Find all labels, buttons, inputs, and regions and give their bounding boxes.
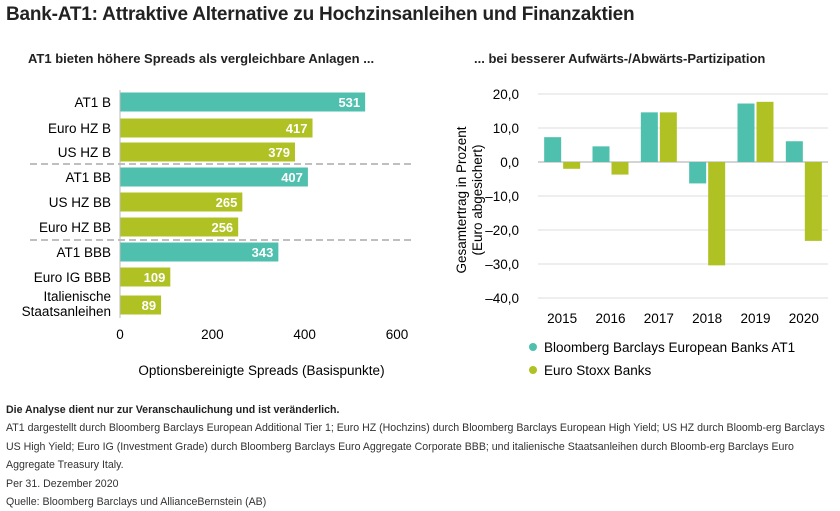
y-tick-label: –10,0 [485, 189, 519, 204]
category-label: Euro HZ B [48, 121, 111, 136]
bar-2020-at1 [785, 141, 803, 162]
y-tick-label: –30,0 [485, 257, 519, 272]
y-tick-label: –40,0 [485, 291, 519, 306]
charts: 531 AT1 B 417 Euro HZ B 379 US HZ B 407 AT1 BB 2… [22, 87, 828, 378]
category-label: Staatsanleihen [22, 304, 111, 319]
bar-us-hz-bb [120, 192, 243, 212]
bar-2018-stoxx [708, 162, 726, 266]
bar-value-label: 417 [286, 121, 308, 136]
category-label: US HZ BB [49, 195, 111, 210]
category-label: AT1 BBB [56, 245, 111, 260]
bar-value-label: 407 [281, 170, 303, 185]
page-title: Bank-AT1: Attraktive Alternative zu Hoch… [6, 4, 635, 25]
category-label: Euro HZ BB [39, 220, 111, 235]
bar-2019-at1 [737, 103, 755, 162]
legend-label: Euro Stoxx Banks [544, 363, 652, 378]
legend-label: Bloomberg Barclays European Banks AT1 [544, 340, 795, 355]
bar-2016-at1 [592, 146, 610, 162]
y-tick-label: 10,0 [493, 121, 519, 136]
footnotes: Die Analyse dient nur zur Veranschaulich… [6, 401, 836, 511]
y-axis-label: Gesamtertrag in Prozent(Euro abgesichert… [454, 126, 485, 273]
note-sources: AT1 dargestellt durch Bloomberg Barclays… [6, 422, 825, 472]
bar-2017-at1 [640, 112, 658, 162]
y-tick-label: 20,0 [493, 87, 519, 102]
y-tick-label: 0,0 [500, 155, 519, 170]
x-tick-label: 0 [116, 327, 124, 342]
bar-value-label: 265 [216, 195, 238, 210]
category-label: AT1 B [74, 95, 111, 110]
category-label: Euro IG BBB [34, 270, 111, 285]
bar-italienische-staatsanleihen [120, 295, 162, 315]
legend-swatch [529, 343, 537, 351]
x-tick-label: 2015 [547, 311, 577, 326]
category-label: AT1 BB [65, 170, 111, 185]
note-date: Per 31. Dezember 2020 [6, 477, 119, 490]
bar-2016-stoxx [611, 162, 629, 175]
bar-at1-bb [120, 167, 308, 187]
category-label: US HZ B [58, 145, 111, 160]
bar-at1-b [120, 92, 366, 112]
bar-2017-stoxx [659, 112, 677, 162]
category-label: Italienische [43, 289, 111, 304]
x-tick-label: 200 [201, 327, 224, 342]
bar-value-label: 343 [252, 245, 274, 260]
y-tick-label: –20,0 [485, 223, 519, 238]
bar-euro-hz-bb [120, 217, 239, 237]
bar-2018-at1 [689, 162, 707, 184]
bar-value-label: 256 [211, 220, 233, 235]
bar-value-label: 379 [268, 145, 290, 160]
right-chart-title: ... bei besserer Aufwärts-/Abwärts-Parti… [474, 51, 766, 66]
note-bold: Die Analyse dient nur zur Veranschaulich… [6, 404, 340, 416]
x-tick-label: 2016 [595, 311, 625, 326]
x-tick-label: 2019 [740, 311, 770, 326]
legend-swatch [529, 366, 537, 374]
bar-value-label: 89 [142, 298, 156, 313]
x-tick-label: 600 [386, 327, 409, 342]
bar-value-label: 109 [144, 270, 166, 285]
x-tick-label: 400 [293, 327, 316, 342]
bar-2019-stoxx [756, 101, 774, 162]
x-axis-label: Optionsbereinigte Spreads (Basispunkte) [138, 363, 384, 378]
bar-2015-stoxx [563, 162, 581, 169]
bar-euro-ig-bbb [120, 267, 171, 287]
x-tick-label: 2020 [789, 311, 819, 326]
bar-value-label: 531 [338, 95, 360, 110]
x-tick-label: 2017 [644, 311, 674, 326]
bar-euro-hz-b [120, 118, 313, 138]
left-chart-title: AT1 bieten höhere Spreads als vergleichb… [28, 51, 375, 66]
bar-at1-bbb [120, 242, 279, 262]
note-source: Quelle: Bloomberg Barclays und AllianceB… [6, 496, 267, 509]
bar-2015-at1 [544, 137, 562, 162]
bar-2020-stoxx [804, 162, 822, 241]
x-tick-label: 2018 [692, 311, 722, 326]
bar-us-hz-b [120, 142, 295, 162]
